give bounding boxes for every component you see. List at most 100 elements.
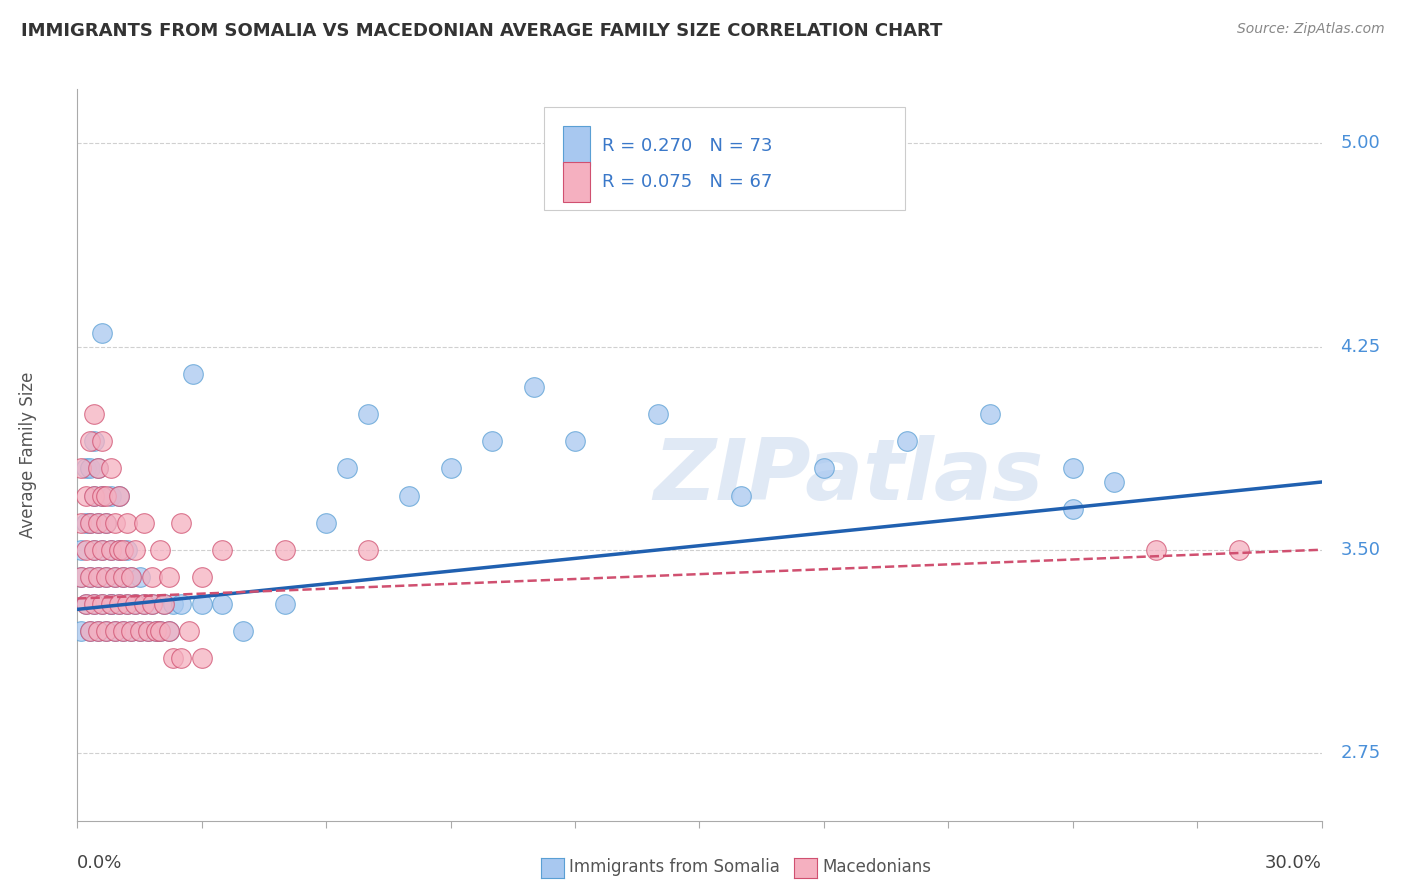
Point bbox=[100, 489, 122, 503]
Point bbox=[100, 542, 122, 557]
Text: 4.25: 4.25 bbox=[1340, 337, 1381, 356]
Point bbox=[91, 434, 114, 449]
Point bbox=[83, 434, 105, 449]
Point bbox=[100, 461, 122, 475]
Point bbox=[96, 516, 118, 530]
Point bbox=[170, 597, 193, 611]
Point bbox=[232, 624, 254, 638]
Point bbox=[91, 597, 114, 611]
Point bbox=[111, 570, 134, 584]
Point bbox=[128, 624, 150, 638]
Point bbox=[1104, 475, 1126, 489]
Point bbox=[83, 597, 105, 611]
Text: Macedonians: Macedonians bbox=[823, 858, 932, 876]
Point bbox=[153, 597, 176, 611]
Point bbox=[191, 651, 214, 665]
Point bbox=[211, 597, 233, 611]
FancyBboxPatch shape bbox=[544, 108, 905, 210]
Point bbox=[96, 624, 118, 638]
Point bbox=[108, 597, 131, 611]
Point bbox=[79, 570, 101, 584]
Point bbox=[120, 624, 142, 638]
Point bbox=[87, 624, 110, 638]
Text: 0.0%: 0.0% bbox=[77, 854, 122, 871]
Point bbox=[100, 597, 122, 611]
Point bbox=[357, 407, 380, 421]
Point bbox=[124, 542, 146, 557]
Point bbox=[315, 516, 337, 530]
Point bbox=[100, 597, 122, 611]
Text: 5.00: 5.00 bbox=[1340, 135, 1381, 153]
Point bbox=[979, 407, 1001, 421]
Point bbox=[149, 624, 172, 638]
Text: 3.50: 3.50 bbox=[1340, 541, 1381, 558]
Point bbox=[91, 489, 114, 503]
Text: ZIPatlas: ZIPatlas bbox=[654, 435, 1043, 518]
Point bbox=[83, 542, 105, 557]
Point bbox=[104, 570, 127, 584]
Point bbox=[128, 624, 150, 638]
Point bbox=[87, 570, 110, 584]
Point bbox=[336, 461, 359, 475]
Point bbox=[70, 570, 93, 584]
Point bbox=[145, 624, 167, 638]
Point bbox=[108, 542, 131, 557]
Point bbox=[136, 624, 159, 638]
Point bbox=[79, 624, 101, 638]
Point bbox=[730, 489, 752, 503]
Point bbox=[398, 489, 420, 503]
Point bbox=[191, 570, 214, 584]
Point bbox=[564, 434, 586, 449]
Point bbox=[91, 326, 114, 340]
Point bbox=[274, 542, 297, 557]
Point bbox=[83, 597, 105, 611]
Point bbox=[191, 597, 214, 611]
Point bbox=[87, 516, 110, 530]
Point bbox=[96, 516, 118, 530]
Point bbox=[141, 570, 163, 584]
Point bbox=[96, 570, 118, 584]
Point bbox=[83, 542, 105, 557]
Point bbox=[162, 597, 184, 611]
Point bbox=[115, 597, 138, 611]
Point bbox=[1062, 461, 1084, 475]
Point bbox=[115, 542, 138, 557]
Point bbox=[70, 461, 93, 475]
Point bbox=[357, 542, 380, 557]
Point bbox=[141, 597, 163, 611]
Point bbox=[108, 542, 131, 557]
Point bbox=[153, 597, 176, 611]
Point bbox=[100, 597, 122, 611]
Point bbox=[91, 542, 114, 557]
Point bbox=[91, 597, 114, 611]
Text: Immigrants from Somalia: Immigrants from Somalia bbox=[569, 858, 780, 876]
Point bbox=[813, 461, 835, 475]
Point bbox=[91, 542, 114, 557]
Text: 30.0%: 30.0% bbox=[1265, 854, 1322, 871]
Text: Source: ZipAtlas.com: Source: ZipAtlas.com bbox=[1237, 22, 1385, 37]
Point bbox=[124, 597, 146, 611]
Point bbox=[132, 597, 155, 611]
Point bbox=[75, 597, 97, 611]
Text: R = 0.075   N = 67: R = 0.075 N = 67 bbox=[602, 173, 773, 191]
Point bbox=[108, 597, 131, 611]
Point bbox=[120, 570, 142, 584]
Point bbox=[132, 516, 155, 530]
Point bbox=[87, 516, 110, 530]
Point bbox=[96, 489, 118, 503]
Point bbox=[75, 461, 97, 475]
Point bbox=[145, 624, 167, 638]
FancyBboxPatch shape bbox=[562, 162, 591, 202]
Point bbox=[83, 407, 105, 421]
Point bbox=[111, 624, 134, 638]
Point bbox=[896, 434, 918, 449]
Point bbox=[149, 542, 172, 557]
Point bbox=[136, 624, 159, 638]
Point bbox=[1227, 542, 1250, 557]
Point bbox=[87, 461, 110, 475]
Point bbox=[141, 597, 163, 611]
Point bbox=[104, 516, 127, 530]
Point bbox=[70, 570, 93, 584]
Point bbox=[79, 516, 101, 530]
Point bbox=[211, 542, 233, 557]
